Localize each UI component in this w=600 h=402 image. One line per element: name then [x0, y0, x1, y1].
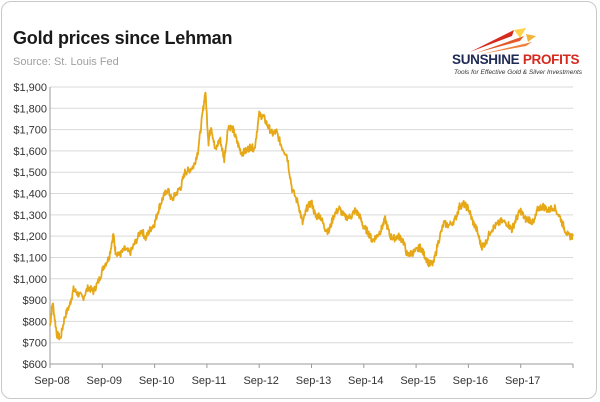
axes — [49, 87, 574, 368]
x-tick-label: Sep-09 — [87, 375, 122, 387]
logo-tagline: Tools for Effective Gold & Silver Invest… — [454, 69, 583, 76]
chart-title: Gold prices since Lehman — [13, 28, 233, 48]
y-tick-label: $700 — [23, 338, 47, 350]
y-tick-label: $1,600 — [13, 146, 47, 158]
y-tick-label: $1,900 — [13, 82, 47, 94]
x-tick-label: Sep-08 — [34, 375, 69, 387]
y-tick-label: $600 — [23, 359, 47, 371]
chart-source: Source: St. Louis Fed — [13, 56, 119, 68]
x-tick-label: Sep-12 — [243, 375, 278, 387]
y-tick-label: $1,100 — [13, 252, 47, 264]
y-tick-label: $1,300 — [13, 210, 47, 222]
y-tick-label: $1,000 — [13, 274, 47, 286]
y-tick-label: $1,800 — [13, 103, 47, 115]
y-tick-label: $1,700 — [13, 125, 47, 137]
y-tick-label: $1,200 — [13, 231, 47, 243]
logo-wordmark: SUNSHINE PROFITS — [452, 52, 592, 67]
x-tick-label: Sep-13 — [296, 375, 331, 387]
x-tick-label: Sep-11 — [192, 375, 227, 387]
price-series — [49, 91, 574, 341]
x-tick-label: Sep-17 — [505, 375, 540, 387]
grid-lines — [50, 86, 573, 344]
x-tick-label: Sep-16 — [453, 375, 488, 387]
x-tick-label: Sep-10 — [139, 375, 174, 387]
logo-word-2: PROFITS — [522, 52, 580, 67]
y-axis-labels: $600 $700 $800 $900 $1,000 $1,100 $1,200 $1,300… — [13, 82, 47, 371]
y-tick-label: $800 — [23, 316, 47, 328]
logo-rays-icon — [470, 28, 536, 54]
sunshine-profits-logo: SUNSHINE PROFITS Tools for Effective Gol… — [452, 26, 592, 80]
x-axis-labels: Sep-08 Sep-09 Sep-10 Sep-11 Sep-12 Sep-13 Sep-… — [34, 375, 540, 387]
series-line-gold-price — [49, 91, 574, 341]
x-tick-label: Sep-14 — [348, 375, 383, 387]
y-tick-label: $1,500 — [13, 167, 47, 179]
logo-word-1: SUNSHINE — [452, 52, 520, 67]
x-tick-label: Sep-15 — [400, 375, 435, 387]
y-tick-label: $900 — [23, 295, 47, 307]
y-tick-label: $1,400 — [13, 189, 47, 201]
